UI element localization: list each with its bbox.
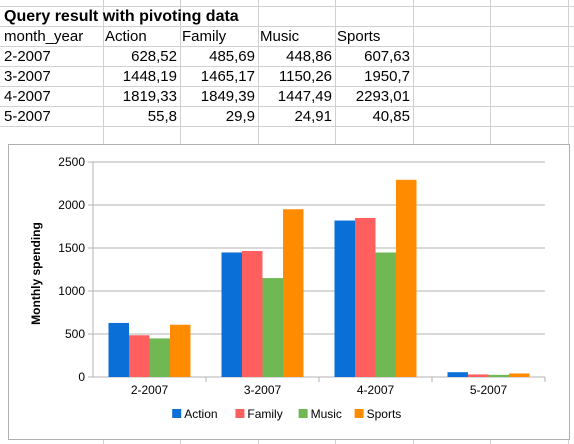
bar-music [488,374,509,377]
x-tick-label: 5-2007 [470,383,508,397]
value-cell[interactable]: 1448,19 [122,68,177,85]
value-cell[interactable]: 40,85 [372,108,410,125]
bar-music [375,252,396,377]
value-cell[interactable]: 628,52 [131,48,177,65]
bar-action [334,220,355,377]
sheet-row-divider [0,86,574,87]
sheet-row-divider [0,126,574,127]
legend-swatch-music [298,409,308,418]
y-tick-label: 1000 [58,284,85,298]
column-header-cell[interactable]: Action [105,28,147,45]
chart-panel[interactable]: 0 500 1000 1500 2000 2500 Monthly spending 2-20… [8,144,570,440]
x-tick-label: 2-2007 [131,383,169,397]
value-cell[interactable]: 24,91 [294,108,332,125]
bar-action [221,252,242,377]
bar-music [262,278,283,377]
legend-label: Action [184,407,217,421]
legend-label: Music [311,407,342,421]
row-label-cell[interactable]: 5-2007 [4,108,51,125]
value-cell[interactable]: 1849,39 [200,88,255,105]
sheet-title[interactable]: Query result with pivoting data [4,8,239,25]
value-cell[interactable]: 1950,7 [364,68,410,85]
value-cell[interactable]: 1150,26 [278,68,332,85]
value-cell[interactable]: 607,63 [364,48,410,65]
value-cell[interactable]: 1819,33 [122,88,177,105]
y-tick-label: 1500 [58,241,85,255]
y-tick-label: 2000 [58,198,85,212]
value-cell[interactable]: 1447,49 [277,88,332,105]
x-tick-label: 4-2007 [357,383,395,397]
column-header-cell[interactable]: Family [182,28,227,45]
value-cell[interactable]: 1465,17 [200,68,255,85]
column-header-cell[interactable]: Music [260,28,300,45]
value-cell[interactable]: 55,8 [147,108,177,125]
column-header-cell[interactable]: month_year [4,28,84,45]
value-cell[interactable]: 29,9 [225,108,255,125]
bar-sports [396,179,417,377]
bar-family [468,374,489,377]
sheet-row-divider [0,6,574,7]
bar-chart: 0 500 1000 1500 2000 2500 Monthly spending 2-20… [29,155,546,421]
y-tick-label: 500 [65,327,85,341]
y-tick-label: 0 [78,370,85,384]
bar-action [108,322,129,377]
bar-music [149,338,170,377]
value-cell[interactable]: 2293,01 [355,88,410,105]
bar-family [129,335,150,377]
legend-label: Family [247,407,282,421]
sheet-row-divider [0,26,574,27]
bar-sports [509,373,530,377]
legend-label: Sports [367,407,402,421]
value-cell[interactable]: 485,69 [209,48,255,65]
bar-sports [170,324,191,377]
bar-family [355,217,376,377]
bar-family [242,250,263,377]
row-label-cell[interactable]: 2-2007 [4,48,51,65]
legend-swatch-action [172,409,182,418]
row-label-cell[interactable]: 3-2007 [4,68,51,85]
column-header-cell[interactable]: Sports [337,28,381,45]
legend-swatch-family [235,409,245,418]
bar-sports [283,209,304,377]
y-axis-label: Monthly spending [29,222,43,325]
row-label-cell[interactable]: 4-2007 [4,88,51,105]
sheet-row-divider [0,46,574,47]
bar-action [447,372,468,377]
y-tick-label: 2500 [58,155,85,169]
x-tick-label: 3-2007 [244,383,282,397]
sheet-row-divider [0,66,574,67]
sheet-row-divider [0,106,574,107]
value-cell[interactable]: 448,86 [286,48,332,65]
legend-swatch-sports [354,409,364,418]
